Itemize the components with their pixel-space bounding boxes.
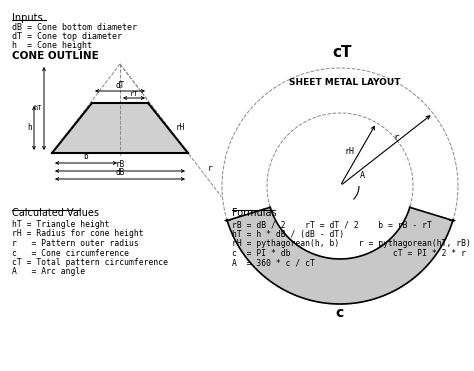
- Text: c  = PI * db                     cT = PI * 2 * r: c = PI * db cT = PI * 2 * r: [232, 249, 466, 257]
- Text: rB = dB / 2    rT = dT / 2    b = rB - rT: rB = dB / 2 rT = dT / 2 b = rB - rT: [232, 220, 432, 229]
- Text: Formulas: Formulas: [232, 208, 277, 218]
- Text: r: r: [207, 164, 212, 173]
- Text: b: b: [84, 152, 88, 161]
- Text: r   = Pattern outer radius: r = Pattern outer radius: [12, 239, 139, 248]
- Text: c: c: [336, 306, 344, 320]
- Text: hT: hT: [34, 105, 42, 112]
- Text: CONE OUTLINE: CONE OUTLINE: [12, 51, 99, 61]
- Text: A: A: [359, 171, 365, 181]
- Text: rH: rH: [345, 147, 355, 155]
- Text: rH = pythagorean(h, b)    r = pythagorean(hT, rB): rH = pythagorean(h, b) r = pythagorean(h…: [232, 239, 471, 248]
- Polygon shape: [52, 103, 188, 153]
- Text: cT: cT: [332, 45, 352, 60]
- Text: dT: dT: [115, 81, 125, 90]
- Text: dT = Cone top diameter: dT = Cone top diameter: [12, 32, 122, 41]
- Text: rH = Radius for cone height: rH = Radius for cone height: [12, 230, 144, 239]
- Text: rT: rT: [130, 91, 138, 97]
- Text: c   = Cone circumference: c = Cone circumference: [12, 249, 129, 257]
- Text: hT = h * dB / (dB - dT): hT = h * dB / (dB - dT): [232, 230, 344, 239]
- Text: A  = 360 * c / cT: A = 360 * c / cT: [232, 258, 315, 267]
- Text: Inputs: Inputs: [12, 13, 43, 23]
- Text: A   = Arc angle: A = Arc angle: [12, 267, 85, 276]
- Text: Calculated Values: Calculated Values: [12, 208, 99, 218]
- Text: cT = Total pattern circumference: cT = Total pattern circumference: [12, 258, 168, 267]
- Polygon shape: [227, 207, 453, 304]
- Text: dB: dB: [115, 168, 125, 177]
- Text: rH: rH: [176, 124, 185, 132]
- Text: hT = Triangle height: hT = Triangle height: [12, 220, 109, 229]
- Text: h: h: [27, 124, 32, 132]
- Text: SHEET METAL LAYOUT: SHEET METAL LAYOUT: [289, 78, 401, 87]
- Text: rB: rB: [115, 160, 125, 169]
- Text: h  = Cone height: h = Cone height: [12, 41, 92, 50]
- Text: r: r: [393, 133, 399, 142]
- Text: dB = Cone bottom diameter: dB = Cone bottom diameter: [12, 23, 137, 32]
